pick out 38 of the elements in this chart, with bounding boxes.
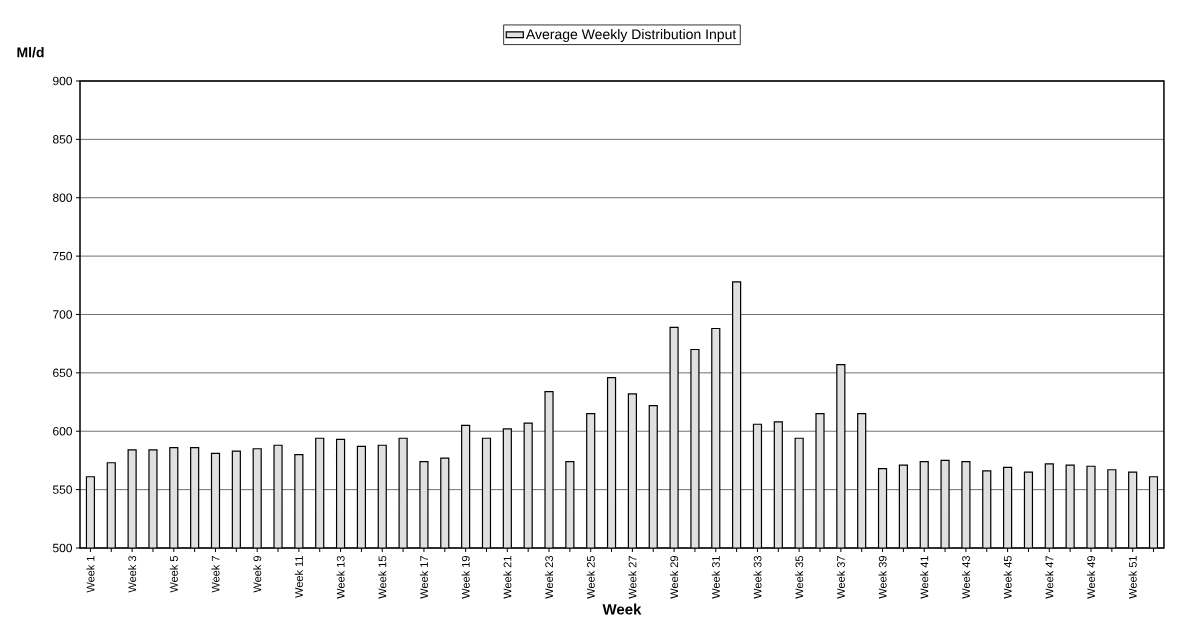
x-tick-label: Week 9 [253, 556, 262, 593]
x-tick-label: Week 11 [294, 556, 303, 598]
x-tick-label: Week 1 [86, 556, 95, 593]
x-tick-label: Week 43 [961, 556, 970, 599]
legend-label: Average Weekly Distribution Input [525, 28, 737, 42]
y-tick-label: 750 [53, 251, 73, 261]
y-tick-label: 550 [52, 485, 73, 494]
x-tick-label: Week 29 [670, 556, 679, 599]
x-tick-label: Week 5 [169, 556, 178, 593]
y-tick-label: 650 [53, 368, 73, 378]
x-tick-label: Week 39 [878, 556, 887, 599]
y-tick-label: 800 [52, 193, 73, 202]
x-tick-label: Week 23 [544, 556, 554, 599]
x-tick-label: Week 45 [1003, 556, 1012, 599]
y-tick-label: 500 [52, 543, 73, 553]
x-tick-label: Week 3 [128, 556, 137, 593]
x-tick-label: Week 7 [211, 556, 220, 593]
x-tick-label: Week 47 [1045, 556, 1054, 599]
x-tick-label: Week 37 [836, 556, 845, 599]
x-tick-label: Week 21 [503, 556, 512, 599]
y-tick-label: 700 [53, 310, 73, 319]
x-tick-label: Week 15 [378, 556, 387, 599]
y-axis-title: Ml/d [17, 47, 44, 58]
x-tick-label: Week 31 [711, 556, 720, 599]
x-tick-label: Week 41 [920, 556, 929, 599]
x-tick-label: Week 51 [1128, 556, 1137, 599]
y-tick-label: 850 [52, 135, 73, 144]
y-tick-label: 600 [53, 426, 73, 436]
x-tick-label: Week 17 [419, 556, 428, 599]
x-axis-title: Week [602, 603, 642, 615]
x-tick-label: Week 19 [461, 556, 470, 599]
y-tick-label: 900 [53, 76, 73, 86]
x-tick-label: Week 25 [586, 556, 595, 599]
x-tick-label: Week 13 [336, 556, 345, 599]
x-tick-label: Week 27 [628, 556, 637, 599]
x-tick-label: Week 49 [1086, 556, 1096, 599]
x-tick-label: Week 33 [753, 556, 762, 599]
x-tick-label: Week 35 [795, 556, 804, 599]
